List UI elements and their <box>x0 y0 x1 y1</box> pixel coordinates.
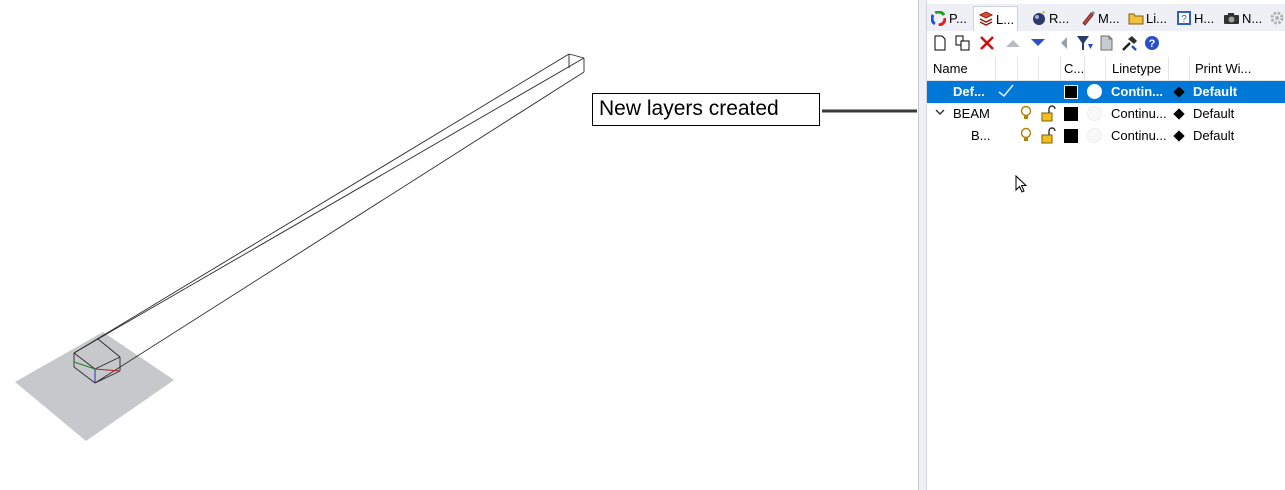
layer-material-disc[interactable] <box>1087 106 1102 121</box>
move-out-button[interactable] <box>1054 33 1074 53</box>
tab-properties[interactable]: P... <box>930 6 967 30</box>
layer-name[interactable]: B... <box>971 128 991 143</box>
layer-row-beam[interactable]: BEAM Continu... Default <box>927 103 1285 125</box>
tab-layers[interactable]: L... <box>973 6 1019 31</box>
viewport-canvas <box>15 53 917 441</box>
new-layer-button[interactable] <box>930 33 950 53</box>
column-header-print-width[interactable]: Print Wi... <box>1195 61 1252 76</box>
tab-label: H... <box>1194 10 1215 26</box>
new-sublayer-icon <box>955 35 970 51</box>
materials-icon <box>1079 10 1096 27</box>
layer-color-swatch[interactable] <box>1064 129 1078 143</box>
layer-row-beam-sublayer[interactable]: B... Continu... Default <box>927 125 1285 147</box>
delete-button[interactable] <box>977 33 997 53</box>
3d-viewport[interactable] <box>0 0 917 490</box>
layers-panel: P... L... R... M... Li... ? H... <box>918 0 1285 490</box>
print-color-diamond-icon[interactable] <box>1173 130 1185 142</box>
new-sublayer-button[interactable] <box>953 33 973 53</box>
tab-libraries[interactable]: Li... <box>1127 6 1167 30</box>
move-down-button[interactable] <box>1028 33 1048 53</box>
unlocked-icon[interactable] <box>1040 105 1056 125</box>
help-icon: ? <box>1175 10 1192 27</box>
layer-print-width[interactable]: Default <box>1193 106 1235 121</box>
move-down-icon <box>1031 39 1045 46</box>
tools-icon <box>1122 35 1137 51</box>
tab-label: N... <box>1242 10 1263 26</box>
y-axis <box>73 361 96 370</box>
tab-label: Li... <box>1146 10 1167 26</box>
layer-row-default[interactable]: Def... Contin... Default <box>927 81 1285 103</box>
filter-icon <box>1077 35 1093 50</box>
filter-button[interactable] <box>1075 33 1095 53</box>
x-axis <box>94 368 121 372</box>
mouse-cursor-icon <box>1015 174 1029 200</box>
tab-named-views[interactable]: N... <box>1223 6 1262 30</box>
move-up-button[interactable] <box>1003 33 1023 53</box>
layer-name[interactable]: BEAM <box>953 106 990 121</box>
print-color-diamond-icon[interactable] <box>1173 108 1185 120</box>
lightbulb-icon[interactable] <box>1019 127 1033 147</box>
help-icon: ? <box>1145 36 1159 50</box>
current-layer-check-icon[interactable] <box>997 83 1015 102</box>
expand-chevron-icon[interactable] <box>934 105 946 122</box>
render-icon <box>1030 10 1047 27</box>
unlocked-icon[interactable] <box>1040 127 1056 147</box>
layer-linetype[interactable]: Contin... <box>1111 84 1163 99</box>
new-layer-icon <box>934 35 946 51</box>
column-header-name[interactable]: Name <box>933 61 968 76</box>
panel-tabs: P... L... R... M... Li... ? H... <box>927 4 1285 32</box>
layer-print-width[interactable]: Default <box>1193 84 1238 99</box>
document-icon <box>1100 35 1113 51</box>
camera-icon <box>1223 10 1240 27</box>
layer-material-disc[interactable] <box>1087 84 1102 99</box>
layer-linetype[interactable]: Continu... <box>1111 106 1167 121</box>
tab-rendering[interactable]: R... <box>1030 6 1069 30</box>
layers-table: Name C... Linetype Print Wi... Def... Co… <box>927 57 1285 490</box>
gear-icon <box>1268 10 1285 27</box>
tab-label: R... <box>1049 10 1070 26</box>
svg-text:?: ? <box>1181 14 1187 25</box>
tab-materials[interactable]: M... <box>1079 6 1120 30</box>
layer-print-width[interactable]: Default <box>1193 128 1235 143</box>
layer-linetype[interactable]: Continu... <box>1111 128 1167 143</box>
column-header-linetype[interactable]: Linetype <box>1112 61 1162 76</box>
layer-color-swatch[interactable] <box>1064 107 1078 121</box>
print-color-diamond-icon[interactable] <box>1173 86 1185 98</box>
delete-icon <box>980 36 994 50</box>
tools-button[interactable] <box>1120 33 1140 53</box>
lightbulb-icon[interactable] <box>1019 105 1033 125</box>
tab-label: P... <box>949 10 967 26</box>
layer-name[interactable]: Def... <box>953 84 985 99</box>
callout-label: New layers created <box>592 93 820 126</box>
document-button[interactable] <box>1097 33 1117 53</box>
tab-label: L... <box>996 11 1015 27</box>
move-up-icon <box>1006 40 1020 47</box>
tab-label: M... <box>1098 10 1120 26</box>
help-button[interactable]: ? <box>1142 33 1162 53</box>
beam-wireframe <box>73 53 585 384</box>
svg-text:?: ? <box>1149 38 1156 50</box>
ground-plane <box>15 332 174 441</box>
move-out-icon <box>1061 37 1067 49</box>
tab-help[interactable]: ? H... <box>1175 6 1214 30</box>
folder-icon <box>1127 10 1144 27</box>
color-wheel-icon <box>930 10 947 27</box>
layer-color-swatch[interactable] <box>1064 85 1078 99</box>
table-header: Name C... Linetype Print Wi... <box>927 57 1285 81</box>
panel-settings-button[interactable] <box>1268 6 1285 30</box>
column-header-color[interactable]: C... <box>1064 61 1085 76</box>
layers-icon <box>977 11 994 28</box>
layer-material-disc[interactable] <box>1087 128 1102 143</box>
layers-toolbar: ? <box>927 31 1285 55</box>
